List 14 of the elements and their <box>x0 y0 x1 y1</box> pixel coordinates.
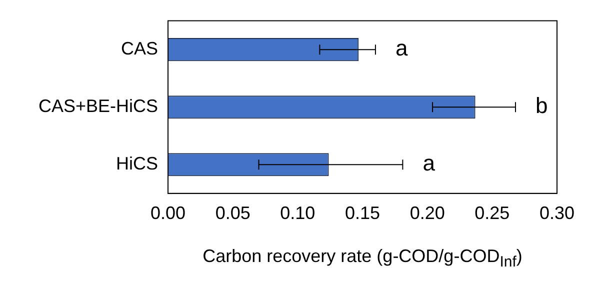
annotation: a <box>395 36 408 61</box>
annotation: b <box>536 93 548 118</box>
annotation: a <box>422 150 436 176</box>
x-tick-label: 0.10 <box>280 203 316 224</box>
x-tick-label: 0.25 <box>474 203 510 224</box>
x-tick-label: 0.05 <box>215 203 250 224</box>
y-tick-label: CAS+BE-HiCS <box>38 96 158 116</box>
x-tick-label: 0.15 <box>344 203 380 224</box>
x-tick-label: 0.20 <box>410 203 445 224</box>
x-axis-title: Carbon recovery rate (g-COD/g-COD$_{Inf}$) <box>202 246 524 271</box>
y-tick-label: HiCS <box>116 154 158 174</box>
x-tick-label: 0.00 <box>150 203 186 224</box>
x-tick-label: 0.30 <box>539 203 575 224</box>
y-tick-label: CAS <box>120 38 158 59</box>
